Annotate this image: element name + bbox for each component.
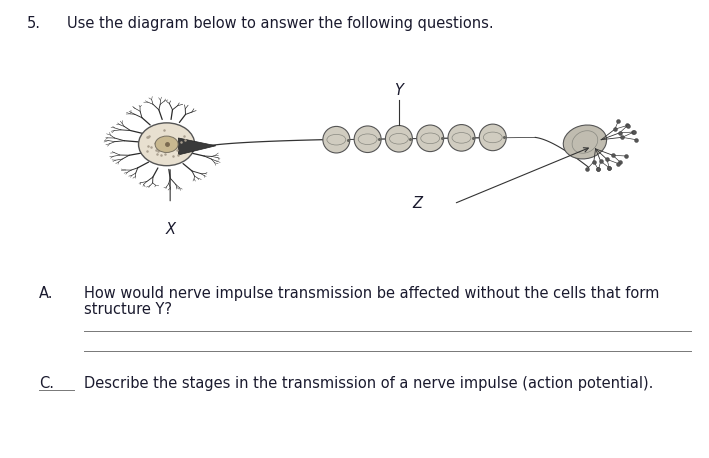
Text: structure Y?: structure Y? [84, 302, 172, 317]
Text: A.: A. [39, 286, 53, 301]
Text: X: X [165, 222, 175, 237]
Polygon shape [179, 138, 216, 155]
Ellipse shape [479, 124, 506, 151]
Ellipse shape [563, 125, 607, 159]
Ellipse shape [386, 125, 413, 152]
Ellipse shape [354, 126, 381, 153]
Ellipse shape [448, 125, 475, 151]
Text: How would nerve impulse transmission be affected without the cells that form: How would nerve impulse transmission be … [84, 286, 659, 301]
Text: Use the diagram below to answer the following questions.: Use the diagram below to answer the foll… [67, 16, 494, 31]
Ellipse shape [155, 136, 178, 153]
Text: 5.: 5. [27, 16, 41, 31]
Ellipse shape [323, 126, 350, 153]
Text: Y: Y [394, 83, 403, 98]
Text: C.: C. [39, 376, 54, 392]
Ellipse shape [417, 125, 444, 152]
Ellipse shape [138, 123, 195, 166]
Text: Describe the stages in the transmission of a nerve impulse (action potential).: Describe the stages in the transmission … [84, 376, 653, 392]
Text: Z: Z [412, 196, 422, 211]
